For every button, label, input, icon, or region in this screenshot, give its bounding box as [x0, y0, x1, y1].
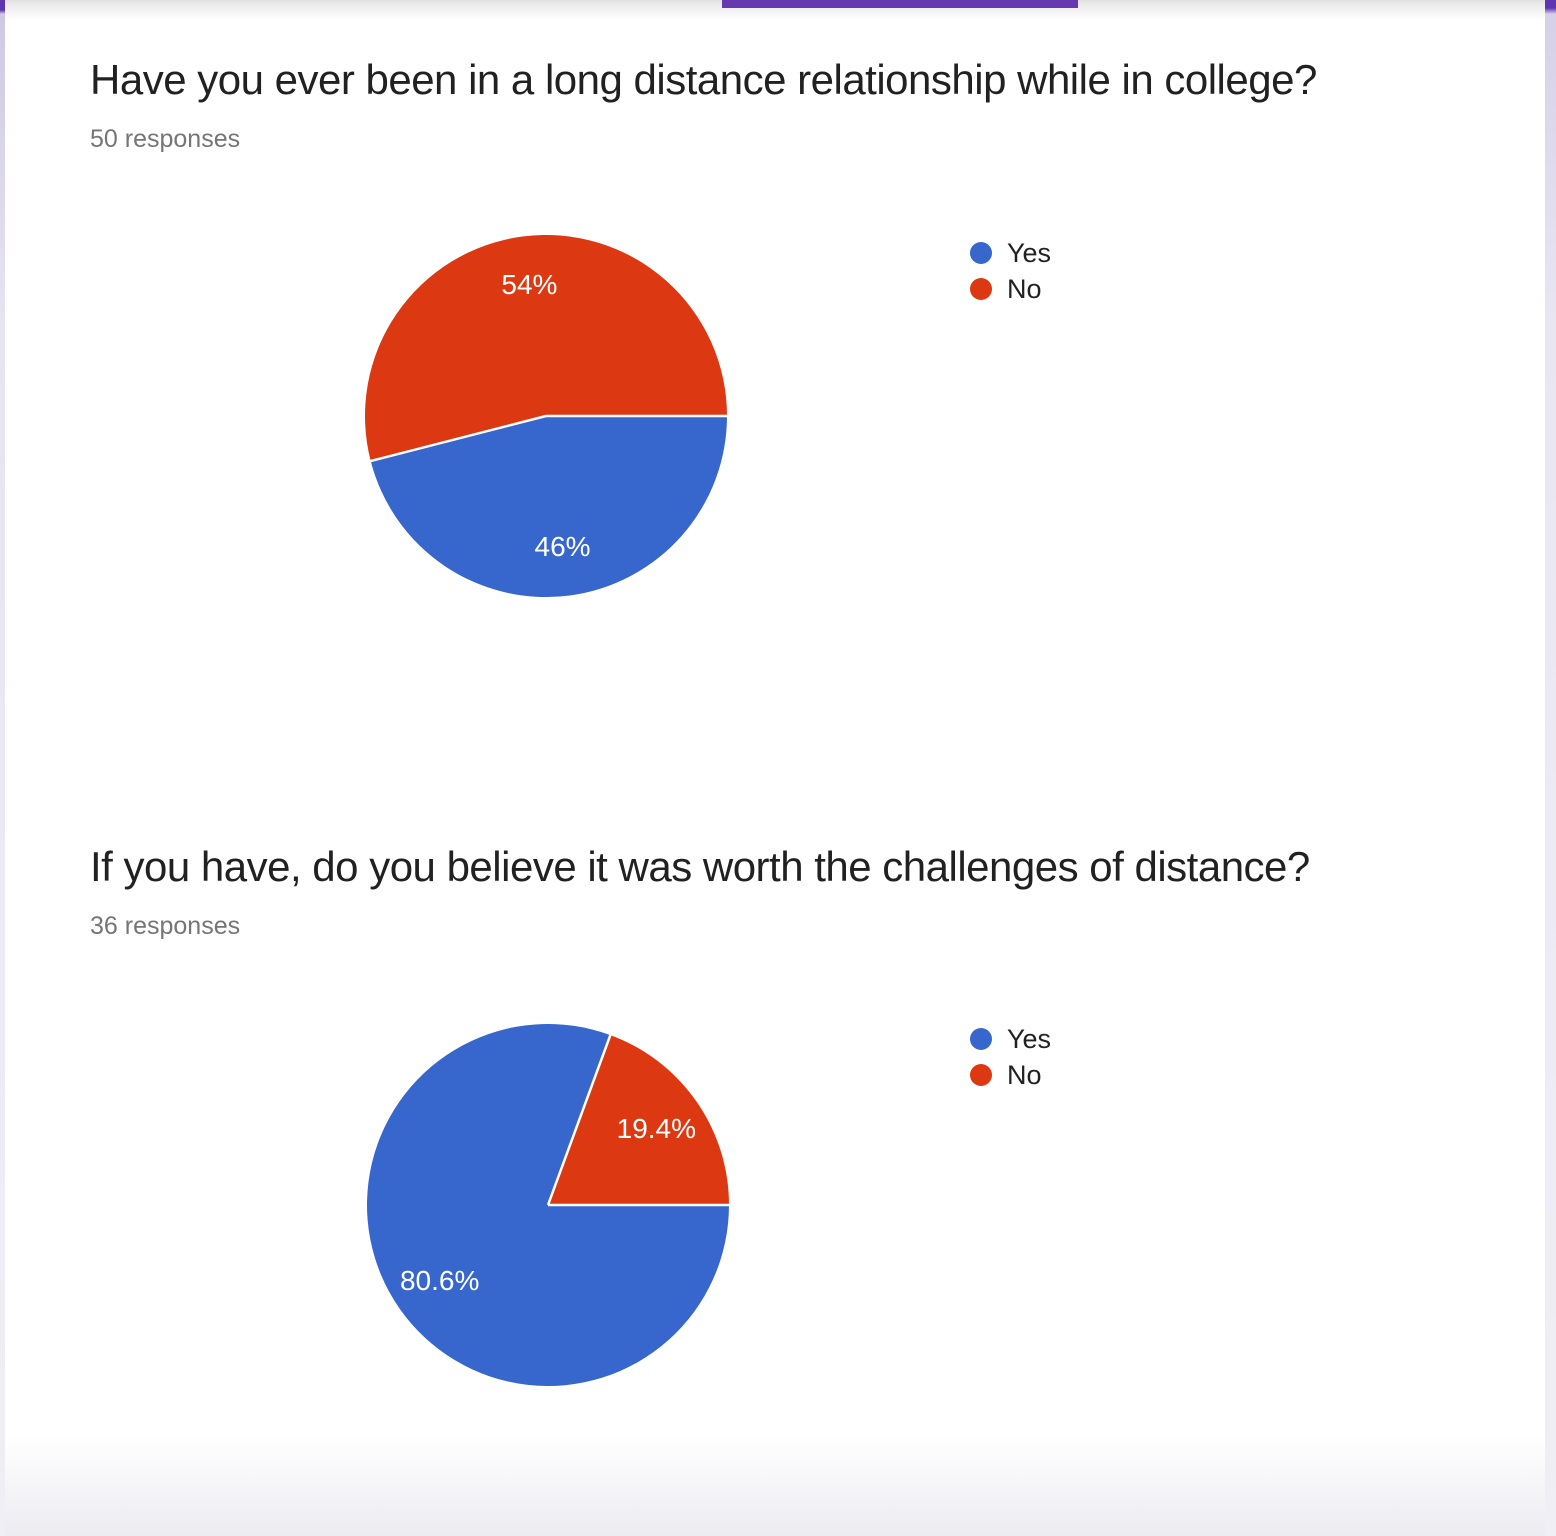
pie-slice-label-no: 54% [501, 268, 558, 300]
card-bottom-shadow [5, 1436, 1545, 1536]
legend-color-dot [970, 242, 992, 264]
legend-color-dot [970, 1028, 992, 1050]
pie-slice-no [365, 234, 727, 462]
question-title-2: If you have, do you believe it was worth… [90, 843, 1310, 890]
slice-divider [370, 414, 547, 463]
card-top-shadow [5, 0, 1545, 20]
response-count-1: 50 responses [90, 125, 241, 153]
chart-legend-1: Yes No [970, 238, 1052, 314]
pie-svg [367, 1024, 729, 1386]
pie-slice-yes [370, 416, 727, 597]
header-accent-bar [722, 0, 1078, 8]
legend-color-dot [970, 278, 992, 300]
legend-item-yes: Yes [970, 1024, 1052, 1054]
pie-chart-2: 80.6% 19.4% [367, 1024, 729, 1386]
pie-slice-label-yes: 46% [534, 531, 591, 563]
slice-divider [546, 1034, 612, 1206]
response-count-2: 36 responses [90, 912, 241, 940]
legend-label: Yes [1007, 1024, 1052, 1054]
pie-chart-1: 46% 54% [365, 234, 727, 597]
page-background-strip-left [0, 0, 5, 1536]
question-title-1: Have you ever been in a long distance re… [90, 56, 1317, 103]
legend-item-yes: Yes [970, 238, 1052, 268]
chart-legend-2: Yes No [970, 1024, 1052, 1100]
page-background-strip-right [1545, 0, 1556, 1536]
legend-item-no: No [970, 1060, 1051, 1090]
pie-slice-label-no: 19.4% [616, 1113, 697, 1145]
pie-slice-label-yes: 80.6% [399, 1264, 480, 1296]
legend-label: No [1007, 274, 1042, 304]
legend-label: Yes [1007, 238, 1052, 268]
pie-svg [365, 234, 727, 597]
legend-item-no: No [970, 274, 1051, 304]
legend-color-dot [970, 1064, 992, 1086]
pie-slice-no [548, 1035, 729, 1205]
legend-label: No [1007, 1060, 1042, 1090]
